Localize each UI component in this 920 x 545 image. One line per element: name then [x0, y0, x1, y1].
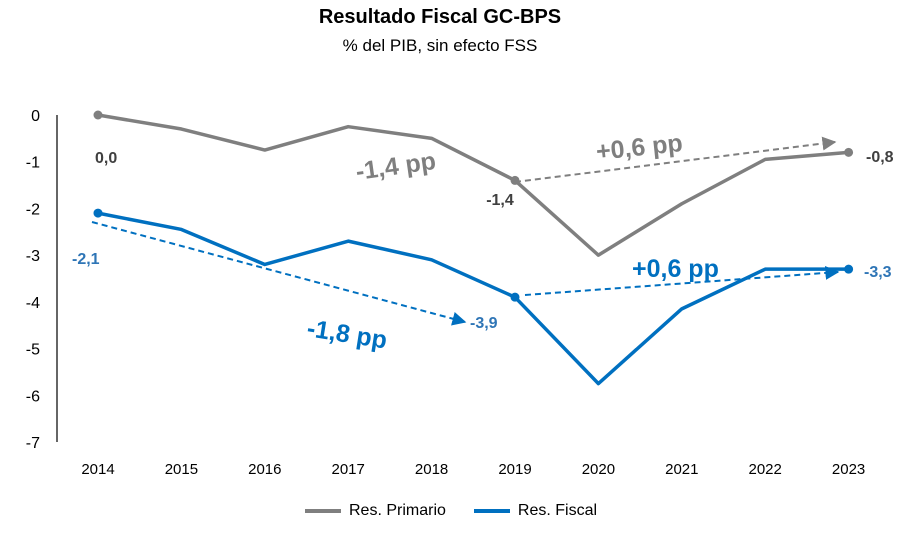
y-tick-label: -7 [26, 435, 40, 452]
annotation-primario-change-1: -1,4 pp [354, 147, 438, 186]
y-tick-label: -5 [26, 342, 40, 359]
y-tick-label: 0 [31, 108, 40, 125]
trend-arrow-fiscal-1 [91, 221, 467, 326]
annotation-primario-change-2: +0,6 pp [595, 129, 684, 166]
trend-arrow-fiscal-2 [524, 265, 840, 296]
data-label-primario-2023: -0,8 [866, 149, 894, 166]
y-tick-label: -6 [26, 388, 40, 405]
x-tick-label: 2017 [332, 461, 365, 478]
data-label-primario-2019: -1,4 [486, 192, 514, 209]
data-point-fiscal [844, 264, 854, 274]
x-tick-label: 2022 [749, 461, 782, 478]
x-tick-label: 2021 [665, 461, 698, 478]
x-tick-label: 2020 [582, 461, 615, 478]
legend-item-primario: Res. Primario [305, 502, 446, 520]
series-line-fiscal [97, 211, 849, 386]
legend-swatch-primario [305, 509, 341, 513]
data-point-fiscal [510, 292, 520, 302]
chart-title: Resultado Fiscal GC-BPS [318, 6, 562, 28]
x-tick-label: 2015 [165, 461, 198, 478]
legend-item-fiscal: Res. Fiscal [473, 502, 598, 520]
data-label-fiscal-2023: -3,3 [864, 264, 892, 281]
annotation-fiscal-change-2: +0,6 pp [632, 255, 719, 283]
x-tick-label: 2014 [81, 461, 114, 478]
y-tick-label: -4 [26, 295, 40, 312]
legend-label-fiscal: Res. Fiscal [517, 502, 598, 519]
x-tick-label: 2018 [415, 461, 448, 478]
data-label-fiscal-2014: -2,1 [72, 251, 100, 268]
data-label-fiscal-2019: -3,9 [470, 315, 498, 332]
x-tick-label: 2023 [832, 461, 865, 478]
data-point-fiscal [93, 208, 103, 218]
data-point-primario [510, 175, 520, 185]
data-label-primario-2014: 0,0 [95, 150, 117, 167]
legend-swatch-fiscal [473, 509, 510, 513]
x-tick-label: 2019 [498, 461, 531, 478]
legend: Res. Primario Res. Fiscal [305, 502, 625, 520]
y-tick-label: -1 [26, 155, 40, 172]
annotation-fiscal-change-1: -1,8 pp [305, 314, 389, 354]
data-point-primario [844, 147, 854, 157]
data-point-primario [93, 110, 103, 120]
series-line-primario [97, 113, 849, 257]
x-tick-label: 2016 [248, 461, 281, 478]
trend-arrow-primario [514, 136, 837, 183]
y-tick-label: -2 [26, 201, 40, 218]
chart-subtitle: % del PIB, sin efecto FSS [342, 36, 538, 55]
y-tick-label: -3 [26, 248, 40, 265]
legend-label-primario: Res. Primario [349, 502, 446, 519]
